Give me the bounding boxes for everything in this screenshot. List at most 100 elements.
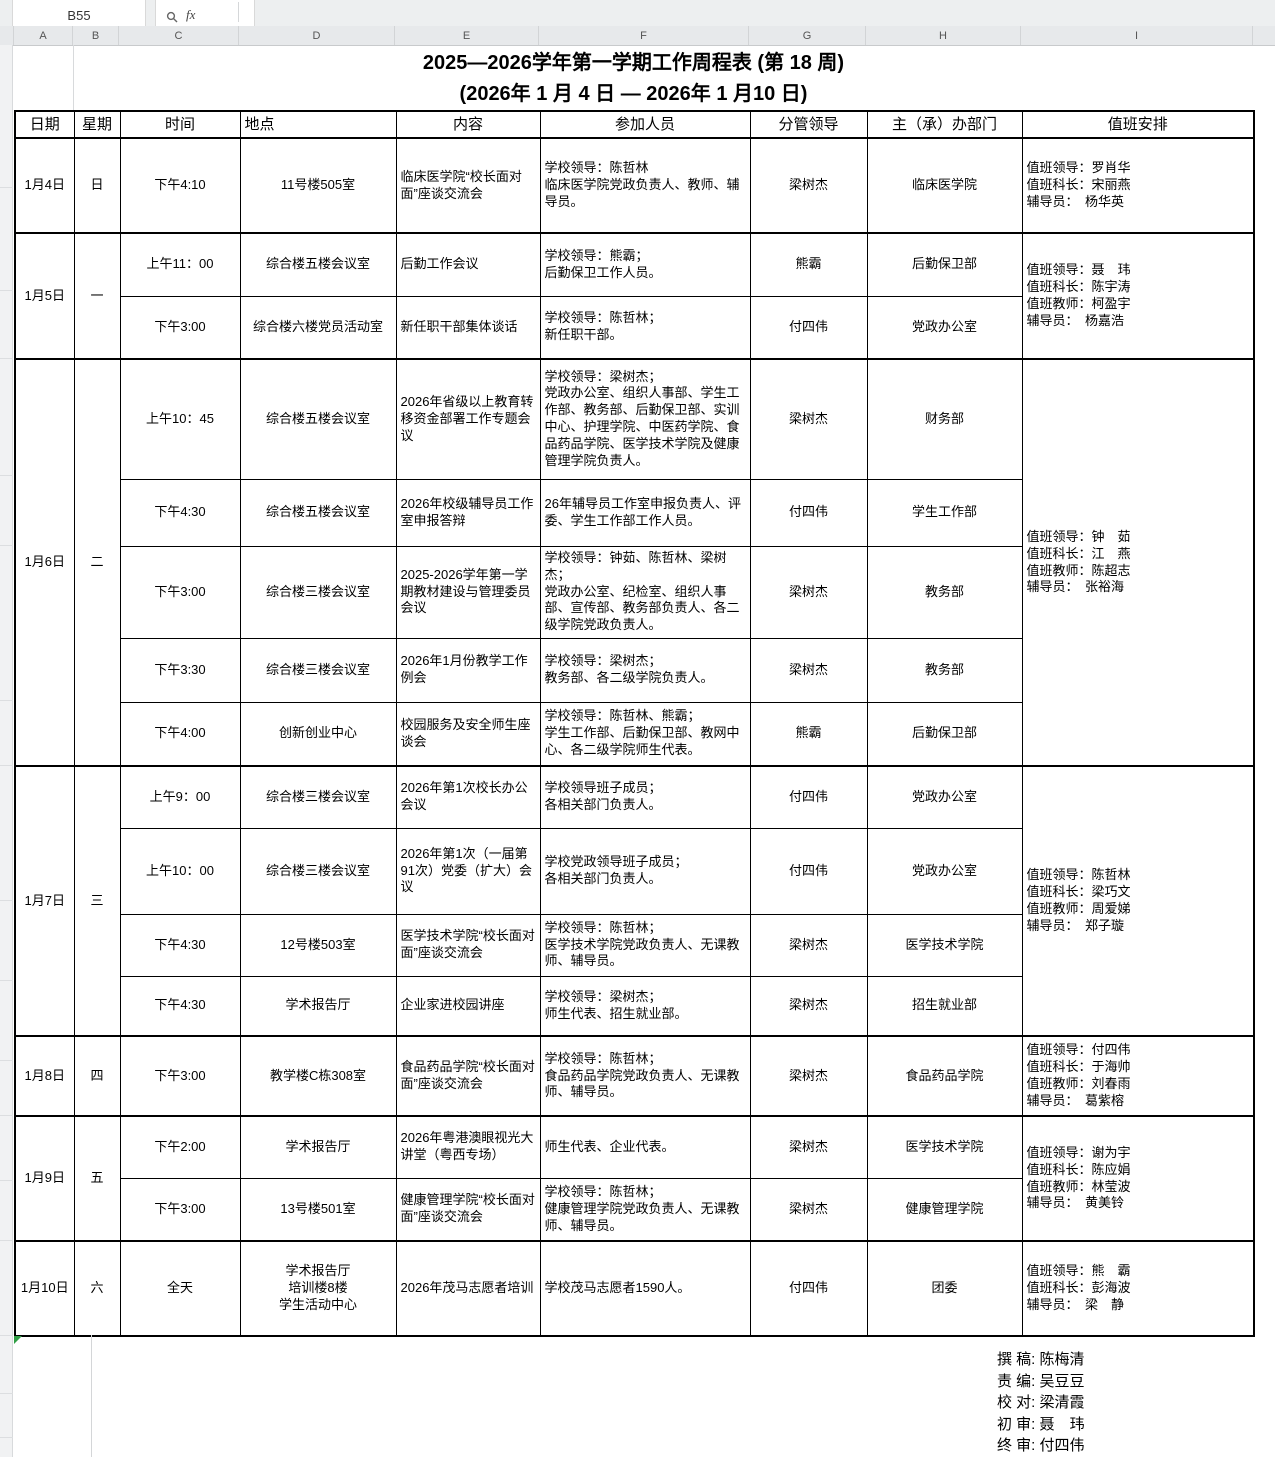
place-cell[interactable]: 11号楼505室 — [239, 137, 397, 234]
corner-stub[interactable] — [0, 26, 14, 45]
time-cell[interactable]: 全天 — [119, 1240, 241, 1337]
row-header-strip[interactable] — [0, 45, 13, 1457]
place-cell[interactable]: 综合楼五楼会议室 — [239, 478, 397, 547]
content-cell[interactable]: 校园服务及安全师生座谈会 — [395, 701, 541, 767]
leader-cell[interactable]: 梁树杰 — [749, 913, 868, 977]
duty-cell[interactable]: 值班领导：付四伟 值班科长：于海帅 值班教师：刘春雨 辅导员： 葛紫榕 — [1021, 1035, 1255, 1117]
participants-cell[interactable]: 学校领导班子成员； 各相关部门负责人。 — [539, 765, 751, 829]
time-cell[interactable]: 下午4:30 — [119, 913, 241, 977]
column-letter-c[interactable]: C — [119, 26, 239, 45]
place-cell[interactable]: 学术报告厅 — [239, 975, 397, 1037]
leader-cell[interactable]: 熊霸 — [749, 232, 868, 297]
leader-cell[interactable]: 梁树杰 — [749, 137, 868, 234]
time-cell[interactable]: 下午3:00 — [119, 545, 241, 639]
dept-cell[interactable]: 食品药品学院 — [866, 1035, 1023, 1117]
content-cell[interactable]: 2026年校级辅导员工作室申报答辩 — [395, 478, 541, 547]
leader-cell[interactable]: 梁树杰 — [749, 637, 868, 703]
place-cell[interactable]: 综合楼三楼会议室 — [239, 545, 397, 639]
content-cell[interactable]: 2026年茂马志愿者培训 — [395, 1240, 541, 1337]
header-leader[interactable]: 分管领导 — [749, 110, 868, 139]
sheet-title-cell[interactable]: 2025—2026学年第一学期工作周程表 (第 18 周) (2026年 1 月… — [14, 45, 1253, 110]
participants-cell[interactable]: 学校领导：陈哲林； 医学技术学院党政负责人、无课教师、辅导员。 — [539, 913, 751, 977]
participants-cell[interactable]: 学校领导：梁树杰； 党政办公室、组织人事部、学生工作部、教务部、后勤保卫部、实训… — [539, 358, 751, 480]
participants-cell[interactable]: 学校领导：熊霸； 后勤保卫工作人员。 — [539, 232, 751, 297]
time-cell[interactable]: 下午3:00 — [119, 1035, 241, 1117]
dept-cell[interactable]: 教务部 — [866, 637, 1023, 703]
participants-cell[interactable]: 学校党政领导班子成员； 各相关部门负责人。 — [539, 827, 751, 915]
header-time[interactable]: 时间 — [119, 110, 241, 139]
column-letter-e[interactable]: E — [395, 26, 539, 45]
place-cell[interactable]: 创新创业中心 — [239, 701, 397, 767]
dept-cell[interactable]: 后勤保卫部 — [866, 701, 1023, 767]
content-cell[interactable]: 临床医学院“校长面对面”座谈交流会 — [395, 137, 541, 234]
time-cell[interactable]: 上午10：45 — [119, 358, 241, 480]
leader-cell[interactable]: 付四伟 — [749, 827, 868, 915]
content-cell[interactable]: 2026年第1次（一届第91次）党委（扩大）会议 — [395, 827, 541, 915]
duty-cell[interactable]: 值班领导：聂 玮 值班科长：陈宇涛 值班教师：柯盈宇 辅导员： 杨嘉浩 — [1021, 232, 1255, 360]
place-cell[interactable]: 综合楼五楼会议室 — [239, 358, 397, 480]
dept-cell[interactable]: 党政办公室 — [866, 827, 1023, 915]
leader-cell[interactable]: 付四伟 — [749, 765, 868, 829]
leader-cell[interactable]: 梁树杰 — [749, 975, 868, 1037]
dept-cell[interactable]: 医学技术学院 — [866, 913, 1023, 977]
header-weekday[interactable]: 星期 — [73, 110, 121, 139]
dept-cell[interactable]: 团委 — [866, 1240, 1023, 1337]
time-cell[interactable]: 下午4:30 — [119, 975, 241, 1037]
column-letter-i[interactable]: I — [1021, 26, 1253, 45]
date-cell[interactable]: 1月4日 — [14, 137, 75, 234]
date-cell[interactable]: 1月10日 — [14, 1240, 75, 1337]
leader-cell[interactable]: 熊霸 — [749, 701, 868, 767]
weekday-cell[interactable]: 三 — [73, 765, 121, 1037]
place-cell[interactable]: 12号楼503室 — [239, 913, 397, 977]
content-cell[interactable]: 企业家进校园讲座 — [395, 975, 541, 1037]
header-place[interactable]: 地点 — [239, 110, 397, 139]
participants-cell[interactable]: 学校领导：陈哲林； 健康管理学院党政负责人、无课教师、辅导员。 — [539, 1177, 751, 1242]
dept-cell[interactable]: 教务部 — [866, 545, 1023, 639]
participants-cell[interactable]: 师生代表、企业代表。 — [539, 1115, 751, 1179]
participants-cell[interactable]: 学校领导：陈哲林 临床医学院党政负责人、教师、辅导员。 — [539, 137, 751, 234]
formula-bar-button[interactable]: fx — [155, 0, 255, 26]
participants-cell[interactable]: 26年辅导员工作室申报负责人、评委、学生工作部工作人员。 — [539, 478, 751, 547]
header-content[interactable]: 内容 — [395, 110, 541, 139]
leader-cell[interactable]: 梁树杰 — [749, 1115, 868, 1179]
duty-cell[interactable]: 值班领导：熊 霸 值班科长：彭海波 辅导员： 梁 静 — [1021, 1240, 1255, 1337]
participants-cell[interactable]: 学校领导：梁树杰； 师生代表、招生就业部。 — [539, 975, 751, 1037]
leader-cell[interactable]: 付四伟 — [749, 295, 868, 360]
dept-cell[interactable]: 财务部 — [866, 358, 1023, 480]
place-cell[interactable]: 综合楼三楼会议室 — [239, 637, 397, 703]
place-cell[interactable]: 13号楼501室 — [239, 1177, 397, 1242]
date-cell[interactable]: 1月5日 — [14, 232, 75, 360]
dept-cell[interactable]: 党政办公室 — [866, 765, 1023, 829]
time-cell[interactable]: 下午4:30 — [119, 478, 241, 547]
duty-cell[interactable]: 值班领导：钟 茹 值班科长：江 燕 值班教师：陈超志 辅导员： 张裕海 — [1021, 358, 1255, 767]
content-cell[interactable]: 食品药品学院“校长面对面”座谈交流会 — [395, 1035, 541, 1117]
participants-cell[interactable]: 学校茂马志愿者1590人。 — [539, 1240, 751, 1337]
leader-cell[interactable]: 梁树杰 — [749, 358, 868, 480]
content-cell[interactable]: 医学技术学院“校长面对面”座谈交流会 — [395, 913, 541, 977]
place-cell[interactable]: 综合楼三楼会议室 — [239, 765, 397, 829]
name-box[interactable]: B55 — [12, 0, 146, 26]
header-date[interactable]: 日期 — [14, 110, 75, 139]
column-letter-a[interactable]: A — [14, 26, 73, 45]
dept-cell[interactable]: 党政办公室 — [866, 295, 1023, 360]
time-cell[interactable]: 下午2:00 — [119, 1115, 241, 1179]
duty-cell[interactable]: 值班领导：陈哲林 值班科长：梁巧文 值班教师：周爱娣 辅导员： 郑子璇 — [1021, 765, 1255, 1037]
header-dept[interactable]: 主（承）办部门 — [866, 110, 1023, 139]
column-letter-g[interactable]: G — [749, 26, 866, 45]
content-cell[interactable]: 2026年省级以上教育转移资金部署工作专题会议 — [395, 358, 541, 480]
column-letter-f[interactable]: F — [539, 26, 749, 45]
time-cell[interactable]: 下午4:00 — [119, 701, 241, 767]
date-cell[interactable]: 1月7日 — [14, 765, 75, 1037]
place-cell[interactable]: 学术报告厅 — [239, 1115, 397, 1179]
place-cell[interactable]: 学术报告厅 培训楼8楼 学生活动中心 — [239, 1240, 397, 1337]
signoff-block[interactable]: 撰 稿: 陈梅清 责 编: 吴豆豆 校 对: 梁清霞 初 审: 聂 玮 终 审:… — [997, 1349, 1085, 1457]
time-cell[interactable]: 上午9：00 — [119, 765, 241, 829]
leader-cell[interactable]: 付四伟 — [749, 478, 868, 547]
leader-cell[interactable]: 付四伟 — [749, 1240, 868, 1337]
dept-cell[interactable]: 后勤保卫部 — [866, 232, 1023, 297]
place-cell[interactable]: 教学楼C栋308室 — [239, 1035, 397, 1117]
content-cell[interactable]: 健康管理学院“校长面对面”座谈交流会 — [395, 1177, 541, 1242]
header-participants[interactable]: 参加人员 — [539, 110, 751, 139]
dept-cell[interactable]: 医学技术学院 — [866, 1115, 1023, 1179]
duty-cell[interactable]: 值班领导：罗肖华 值班科长：宋丽燕 辅导员： 杨华英 — [1021, 137, 1255, 234]
